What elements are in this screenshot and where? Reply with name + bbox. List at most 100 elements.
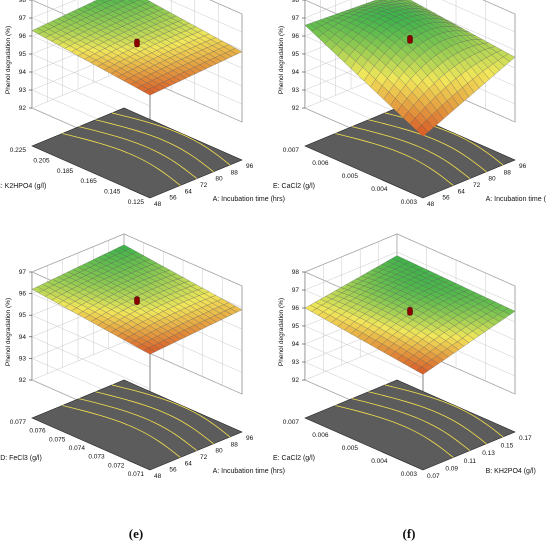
y-axis-label: E: CaCl2 (g/l) [273,455,315,462]
z-tick-label: 95 [19,312,27,319]
surface-cell [416,125,429,137]
z-axis-label: Phenol degradation (%) [5,298,12,366]
contour-line [335,133,454,186]
z-tick-label: 97 [292,287,300,294]
x-tick-label: 72 [200,454,208,461]
x-axis-label: A: Incubation time (hrs) [213,196,285,203]
x-tick-label: 80 [215,176,223,183]
x-tick-label: 88 [231,169,239,176]
z-tick-label: 96 [292,305,300,312]
contour-line [78,126,198,179]
contour-line [78,398,198,451]
surface-cell [119,0,125,2]
z-axis-label: Phenol degradation (%) [278,298,285,366]
contour-floor [31,107,243,199]
x-tick-label: 0.11 [464,458,477,465]
x-tick-label: 0.17 [519,435,532,442]
y-tick-label: 0.072 [108,462,125,469]
y-axis-label: D: FeCl3 (g/l) [0,455,42,462]
y-tick-label: 0.007 [283,147,300,154]
z-axis-label: Phenol degradation (%) [278,26,285,94]
surface-cell [143,347,156,355]
design-point-marker [407,307,413,316]
x-axis-label: A: Incubation time (hrs) [213,468,285,475]
y-tick-label: 0.076 [29,428,46,435]
z-tick-label: 92 [292,105,300,112]
y-tick-label: 0.004 [371,186,388,193]
x-tick-label: 96 [246,163,254,170]
contour-line [111,384,231,438]
z-tick-label: 96 [19,291,27,298]
design-point-marker [407,35,413,44]
x-tick-label: 64 [458,188,466,195]
y-tick-label: 0.205 [33,157,50,164]
z-tick-label: 92 [292,377,300,384]
y-tick-label: 0.225 [10,147,27,154]
y-tick-label: 0.077 [10,419,27,426]
x-tick-label: 96 [246,435,254,442]
y-tick-label: 0.005 [342,445,359,452]
x-tick-label: 0.07 [427,473,440,480]
z-axis-label: Phenol degradation (%) [5,26,12,94]
z-tick-label: 95 [292,51,300,58]
chart-panel-c: 92 93 94 95 96 97 98 Phenol degradation (%) 48 56… [0,0,285,269]
contour-line [62,405,181,458]
y-tick-label: 0.003 [401,471,418,478]
z-tick-label: 93 [19,355,27,362]
z-tick-label: 94 [292,69,300,76]
y-tick-label: 0.145 [104,189,121,196]
y-axis-label: C: K2HPO4 (g/l) [0,183,46,190]
chart-panel-f: 92 93 94 95 96 97 98 Phenol degradation (%) 0.07… [273,233,536,541]
contour-line [368,119,487,173]
design-point-marker [134,38,140,48]
surface-cell [143,88,156,96]
x-tick-label: 96 [519,163,527,170]
x-tick-label: 0.15 [501,443,514,450]
x-tick-label: 0.13 [482,450,495,457]
y-axis-label: E: CaCl2 (g/l) [273,183,315,190]
z-tick-label: 94 [19,69,27,76]
z-tick-label: 92 [19,105,27,112]
z-tick-label: 94 [19,334,27,341]
y-tick-label: 0.005 [342,173,359,180]
x-tick-label: 80 [215,448,223,455]
contour-floor [31,379,243,471]
panel-caption: (f) [403,526,416,541]
y-tick-label: 0.006 [312,160,329,167]
y-tick-label: 0.073 [88,454,105,461]
y-tick-label: 0.071 [128,471,145,478]
design-point-marker [134,296,140,305]
panel-caption: (e) [129,526,143,541]
x-axis-label: A: Incubation time (hrs) [486,196,546,203]
x-tick-label: 48 [154,201,162,208]
x-tick-label: 72 [473,182,481,189]
z-tick-label: 95 [19,51,27,58]
contour-line [368,391,487,445]
x-tick-label: 48 [427,201,435,208]
x-tick-label: 64 [185,460,193,467]
z-tick-label: 93 [292,87,300,94]
contour-line [351,398,471,451]
x-tick-label: 56 [169,467,177,474]
contour-floor [304,379,516,471]
x-tick-label: 56 [442,195,450,202]
x-tick-label: 88 [504,169,512,176]
y-tick-label: 0.075 [49,436,66,443]
contour-line [351,126,471,179]
contour-line [95,119,214,173]
z-tick-label: 97 [19,15,27,22]
x-tick-label: 88 [231,441,239,448]
z-tick-label: 95 [292,323,300,330]
y-tick-label: 0.125 [128,199,145,206]
z-tick-label: 98 [19,0,27,4]
chart-panel-e: 92 93 94 95 96 97 Phenol degradation (%) 48 56 64… [0,233,285,541]
y-tick-label: 0.185 [57,168,74,175]
y-tick-label: 0.004 [371,458,388,465]
surface-cell [416,366,429,375]
y-tick-label: 0.003 [401,199,418,206]
z-tick-label: 96 [292,33,300,40]
y-tick-label: 0.007 [283,419,300,426]
y-tick-label: 0.006 [312,432,329,439]
x-tick-label: 0.09 [445,465,458,472]
